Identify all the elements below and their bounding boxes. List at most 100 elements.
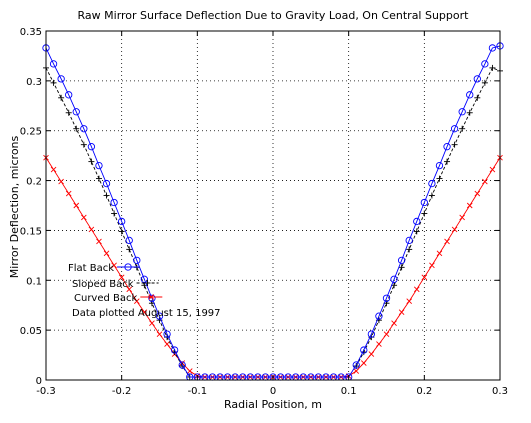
- data-point-flat-back: [435, 161, 444, 170]
- data-point-flat-back: [72, 108, 80, 116]
- data-point-flat-back: [140, 275, 149, 283]
- data-point-flat-back: [163, 330, 171, 338]
- y-tick-label: 0.3: [26, 77, 42, 88]
- data-point-sloped-back: [413, 228, 420, 235]
- data-point-flat-back: [360, 346, 368, 354]
- y-tick-label: 0.35: [20, 27, 42, 38]
- data-point-sloped-back: [489, 64, 496, 71]
- data-point-curved-back: [383, 331, 390, 337]
- data-point-sloped-back: [406, 246, 413, 253]
- data-point-curved-back: [436, 250, 443, 257]
- data-point-flat-back: [65, 91, 73, 99]
- data-point-sloped-back: [459, 125, 466, 132]
- data-point-flat-back: [87, 143, 96, 151]
- data-point-flat-back: [95, 161, 103, 170]
- data-point-curved-back-b: [451, 226, 458, 233]
- data-point-sloped-back: [421, 210, 428, 217]
- legend-marker-sloped-back: [144, 280, 151, 286]
- legend-label-sloped-back: Sloped Back: [72, 279, 134, 290]
- data-point-curved-back: [141, 309, 148, 316]
- data-point-curved-back-b: [474, 190, 481, 197]
- data-point-curved-back: [413, 286, 420, 293]
- data-point-curved-back: [391, 320, 397, 326]
- data-point-flat-back: [488, 44, 497, 52]
- data-point-curved-back: [459, 214, 465, 221]
- data-point-sloped-back: [95, 175, 102, 182]
- data-point-curved-back: [360, 360, 367, 366]
- data-point-curved-back-b: [360, 360, 367, 366]
- data-point-flat-back: [390, 275, 398, 283]
- data-point-curved-back: [50, 166, 57, 173]
- data-point-curved-back-b: [444, 238, 450, 245]
- data-point-curved-back: [451, 226, 458, 233]
- series-line-sloped-back: [45, 67, 501, 378]
- data-point-curved-back: [88, 226, 95, 233]
- data-point-curved-back-b: [436, 250, 443, 257]
- data-point-curved-back-b: [58, 178, 64, 185]
- legend: Flat Back Sloped Back Curved Back Data plot…: [68, 263, 221, 319]
- data-point-curved-back-b: [376, 341, 382, 347]
- data-point-curved-back-b: [126, 286, 133, 293]
- legend-marker-curved-back: [148, 294, 155, 300]
- data-point-sloped-back: [88, 158, 95, 165]
- data-point-curved-back: [81, 214, 87, 221]
- data-point-curved-back-b: [429, 262, 435, 269]
- x-axis-label: Radial Position, m: [224, 398, 322, 411]
- series-sloped-back: [43, 64, 503, 381]
- data-point-curved-back: [133, 298, 140, 305]
- data-point-curved-back-b: [421, 274, 428, 281]
- x-tick-label: -0.2: [112, 386, 132, 397]
- data-point-curved-back: [429, 262, 435, 269]
- data-point-flat-back: [80, 125, 88, 133]
- data-point-curved-back: [149, 320, 155, 326]
- x-tick-label: 0.1: [341, 386, 357, 397]
- data-point-flat-back: [405, 236, 413, 245]
- data-point-flat-back: [133, 256, 141, 264]
- data-point-curved-back-b: [186, 368, 193, 374]
- plot-frame: [45, 30, 501, 381]
- data-point-flat-back: [49, 60, 58, 68]
- tick-labels: -0.3 -0.2 -0.1 0 0.1 0.2 0.3 0 0.05 0.1 0.15 0.2 0.2…: [20, 27, 508, 397]
- data-point-flat-back: [367, 330, 376, 338]
- data-point-flat-back: [110, 198, 118, 207]
- data-point-sloped-back: [126, 246, 133, 253]
- data-point-curved-back: [482, 178, 488, 185]
- data-point-curved-back-b: [368, 351, 375, 357]
- data-point-curved-back: [466, 202, 473, 209]
- data-point-flat-back: [443, 143, 451, 151]
- y-tick-label: 0.05: [20, 326, 42, 337]
- data-point-sloped-back: [444, 158, 451, 165]
- data-point-curved-back: [65, 190, 72, 197]
- data-point-curved-back: [96, 238, 102, 245]
- data-point-curved-back: [421, 274, 428, 281]
- data-point-sloped-back: [474, 94, 481, 101]
- y-tick-label: 0.2: [26, 177, 42, 188]
- data-point-curved-back: [103, 250, 110, 257]
- data-point-curved-back-b: [111, 262, 117, 269]
- data-point-sloped-back: [50, 79, 57, 86]
- data-point-sloped-back: [103, 192, 110, 199]
- chart-title: Raw Mirror Surface Deflection Due to Gra…: [78, 9, 470, 22]
- data-point-sloped-back: [80, 141, 87, 148]
- data-point-sloped-back: [451, 141, 458, 148]
- data-point-curved-back-b: [133, 298, 140, 305]
- y-tick-label: 0.15: [20, 226, 42, 237]
- legend-marker-curved-back-b: [148, 294, 155, 300]
- data-point-flat-back: [413, 217, 421, 226]
- data-point-curved-back: [489, 166, 496, 173]
- data-point-curved-back: [353, 368, 360, 374]
- data-point-curved-back-b: [149, 320, 155, 326]
- data-point-flat-back: [375, 312, 383, 320]
- data-point-flat-back: [125, 236, 133, 245]
- data-point-sloped-back: [436, 175, 443, 182]
- data-point-curved-back: [186, 368, 193, 374]
- data-point-curved-back: [444, 238, 450, 245]
- data-point-flat-back: [397, 256, 406, 264]
- data-point-flat-back: [118, 217, 126, 226]
- data-point-flat-back: [148, 294, 156, 302]
- data-point-curved-back-b: [81, 214, 87, 221]
- data-point-flat-back: [466, 91, 474, 99]
- data-point-curved-back: [368, 351, 375, 357]
